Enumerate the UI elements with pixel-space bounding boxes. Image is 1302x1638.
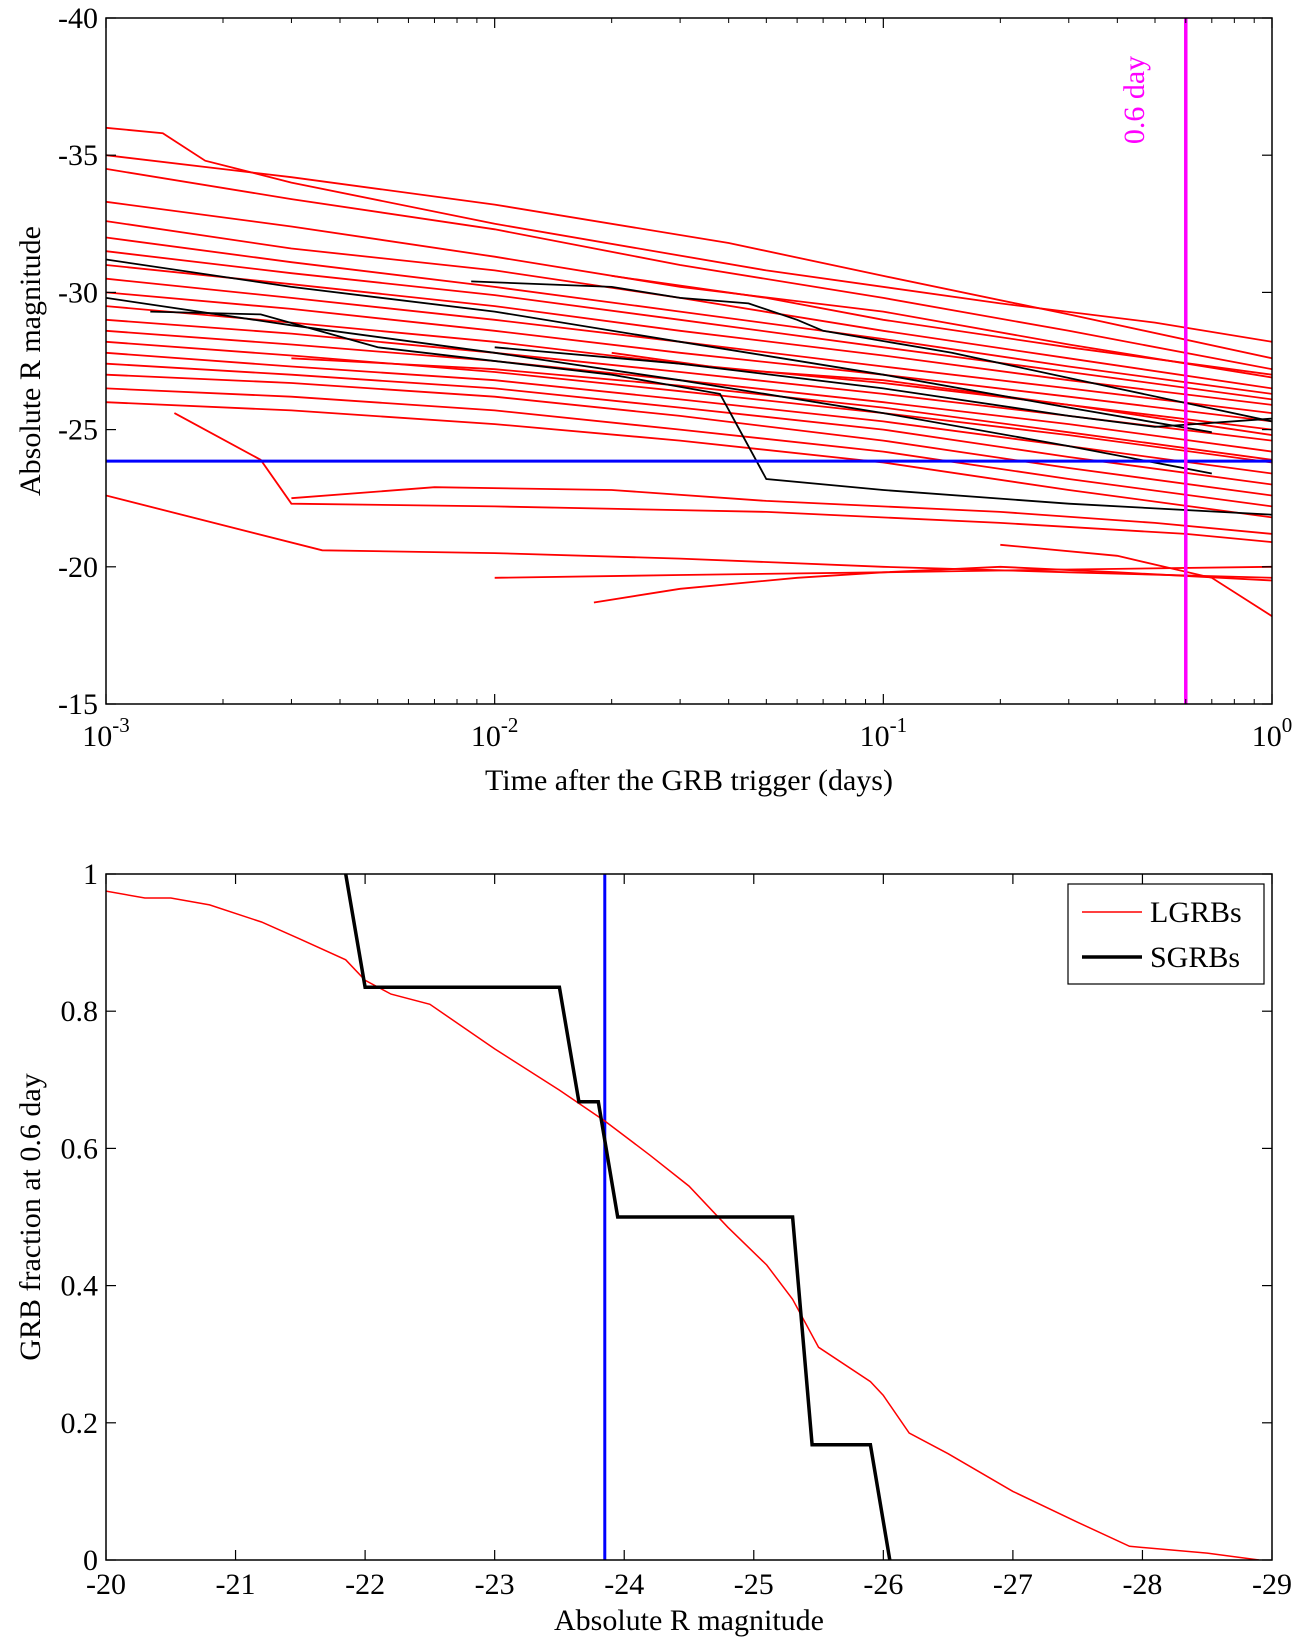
y-tick-label: -35 <box>58 139 98 172</box>
x-tick-label: -20 <box>86 1568 126 1601</box>
x-tick-label: -23 <box>475 1568 515 1601</box>
fraction-plot-area <box>106 874 1260 1560</box>
y-tick-label: -15 <box>58 688 98 721</box>
lgrb-light-curve <box>106 401 1272 519</box>
fraction-x-ticks: -20 -21 -22 -23 -24 -25 -26 -27 -28 -29 <box>86 874 1292 1601</box>
y-tick-label: 0 <box>83 1544 98 1577</box>
y-tick-label: -25 <box>58 414 98 447</box>
y-tick-label: 0.2 <box>61 1407 99 1440</box>
x-tick-label: 10-1 <box>860 713 908 753</box>
sgrb-light-curve <box>106 297 1212 475</box>
lgrb-light-curve <box>106 236 1272 395</box>
fraction-y-ticks: 0 0.2 0.4 0.6 0.8 1 <box>61 858 1272 1577</box>
y-tick-label: 0.4 <box>61 1270 99 1303</box>
x-tick-label: -26 <box>863 1568 903 1601</box>
x-tick-label: -29 <box>1252 1568 1292 1601</box>
lgrb-light-curve <box>611 351 1272 436</box>
y-tick-label: 0.6 <box>61 1132 99 1165</box>
lgrb-light-curve <box>106 168 1272 371</box>
x-tick-label: -28 <box>1122 1568 1162 1601</box>
sgrbs-series-line <box>343 874 892 1560</box>
light-curve-y-axis-label: Absolute R magnitude <box>14 226 47 496</box>
y-tick-label: -40 <box>58 2 98 35</box>
lgrbs-series-line <box>106 890 1260 1560</box>
y-tick-label: 1 <box>83 858 98 891</box>
x-tick-label: -25 <box>734 1568 774 1601</box>
y-tick-label: 0.8 <box>61 995 99 1028</box>
lgrb-light-curve <box>106 373 1272 497</box>
x-tick-label: -24 <box>604 1568 644 1601</box>
lgrb-light-curve <box>106 154 1272 360</box>
lgrb-light-curve <box>106 362 1272 486</box>
light-curve-axes-box <box>105 17 1273 705</box>
lgrb-light-curve <box>611 275 1272 376</box>
x-tick-label: 10-2 <box>471 713 518 753</box>
sgrb-light-curve <box>494 346 1272 428</box>
lgrb-light-curve <box>1000 543 1272 617</box>
lgrb-light-curve <box>106 291 1272 423</box>
sgrb-light-curve <box>150 310 1272 516</box>
fraction-x-axis-label: Absolute R magnitude <box>554 1604 824 1637</box>
y-tick-label: -20 <box>58 551 98 584</box>
light-curve-plot-area <box>106 126 1272 617</box>
lgrb-light-curve <box>173 412 1272 543</box>
light-curve-y-ticks: -40 -35 -30 -25 -20 -15 <box>58 2 1272 721</box>
light-curve-x-axis-label: Time after the GRB trigger (days) <box>485 764 893 797</box>
light-curve-reference-lines <box>106 18 1272 704</box>
sgrb-light-curve <box>471 280 1272 423</box>
vertical-marker-label: 0.6 day <box>1118 56 1151 144</box>
lgrb-light-curve <box>291 486 1272 535</box>
x-tick-label: -21 <box>216 1568 256 1601</box>
x-tick-label: 100 <box>1252 713 1293 753</box>
legend-box <box>1067 883 1265 985</box>
x-tick-label: 10-3 <box>82 713 130 753</box>
light-curve-panel: 0.6 day 10-3 10-2 10-1 100 -40-35-30-25-20-… <box>14 2 1292 797</box>
lgrb-light-curve <box>593 565 1272 604</box>
light-curve-x-ticks: 10-3 10-2 10-1 100 <box>82 18 1292 753</box>
sgrb-light-curve <box>106 258 1212 434</box>
lgrb-light-curve <box>106 250 1272 401</box>
fraction-axes-box <box>105 873 1273 1561</box>
fraction-y-axis-label: GRB fraction at 0.6 day <box>14 1073 47 1360</box>
legend: LGRBs SGRBs <box>1067 883 1265 985</box>
lgrb-light-curve <box>106 264 1272 406</box>
lgrb-light-curve <box>106 494 1272 579</box>
lgrb-light-curve <box>106 200 1272 379</box>
legend-sgrbs-label: SGRBs <box>1150 941 1240 974</box>
legend-lgrbs-label: LGRBs <box>1150 896 1242 929</box>
lgrb-light-curve <box>106 126 1272 343</box>
x-tick-label: -27 <box>993 1568 1033 1601</box>
y-tick-label: -30 <box>58 276 98 309</box>
x-tick-label: -22 <box>345 1568 385 1601</box>
lgrb-light-curve <box>106 387 1272 508</box>
lgrb-light-curve <box>106 340 1272 464</box>
fraction-panel: -20 -21 -22 -23 -24 -25 -26 -27 -28 -29 0 0.2 0.4 0.… <box>14 858 1292 1637</box>
